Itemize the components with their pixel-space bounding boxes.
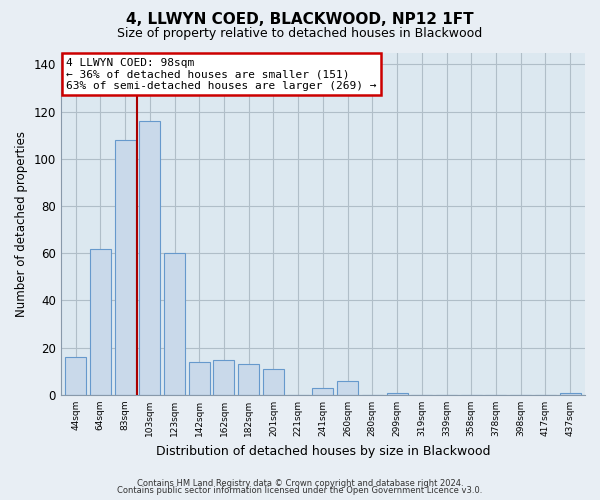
Text: Size of property relative to detached houses in Blackwood: Size of property relative to detached ho… bbox=[118, 28, 482, 40]
Bar bbox=[214, 360, 235, 395]
Bar bbox=[139, 121, 160, 395]
Bar bbox=[115, 140, 136, 395]
Bar bbox=[560, 392, 581, 395]
Bar bbox=[313, 388, 334, 395]
Bar bbox=[189, 362, 210, 395]
Bar bbox=[65, 357, 86, 395]
Text: Contains public sector information licensed under the Open Government Licence v3: Contains public sector information licen… bbox=[118, 486, 482, 495]
Text: 4, LLWYN COED, BLACKWOOD, NP12 1FT: 4, LLWYN COED, BLACKWOOD, NP12 1FT bbox=[126, 12, 474, 28]
Text: Contains HM Land Registry data © Crown copyright and database right 2024.: Contains HM Land Registry data © Crown c… bbox=[137, 478, 463, 488]
Y-axis label: Number of detached properties: Number of detached properties bbox=[15, 130, 28, 316]
Bar bbox=[337, 381, 358, 395]
Bar bbox=[238, 364, 259, 395]
Bar bbox=[263, 369, 284, 395]
Bar bbox=[386, 392, 407, 395]
Bar bbox=[90, 248, 111, 395]
Text: 4 LLWYN COED: 98sqm
← 36% of detached houses are smaller (151)
63% of semi-detac: 4 LLWYN COED: 98sqm ← 36% of detached ho… bbox=[66, 58, 377, 91]
X-axis label: Distribution of detached houses by size in Blackwood: Distribution of detached houses by size … bbox=[155, 444, 490, 458]
Bar bbox=[164, 253, 185, 395]
